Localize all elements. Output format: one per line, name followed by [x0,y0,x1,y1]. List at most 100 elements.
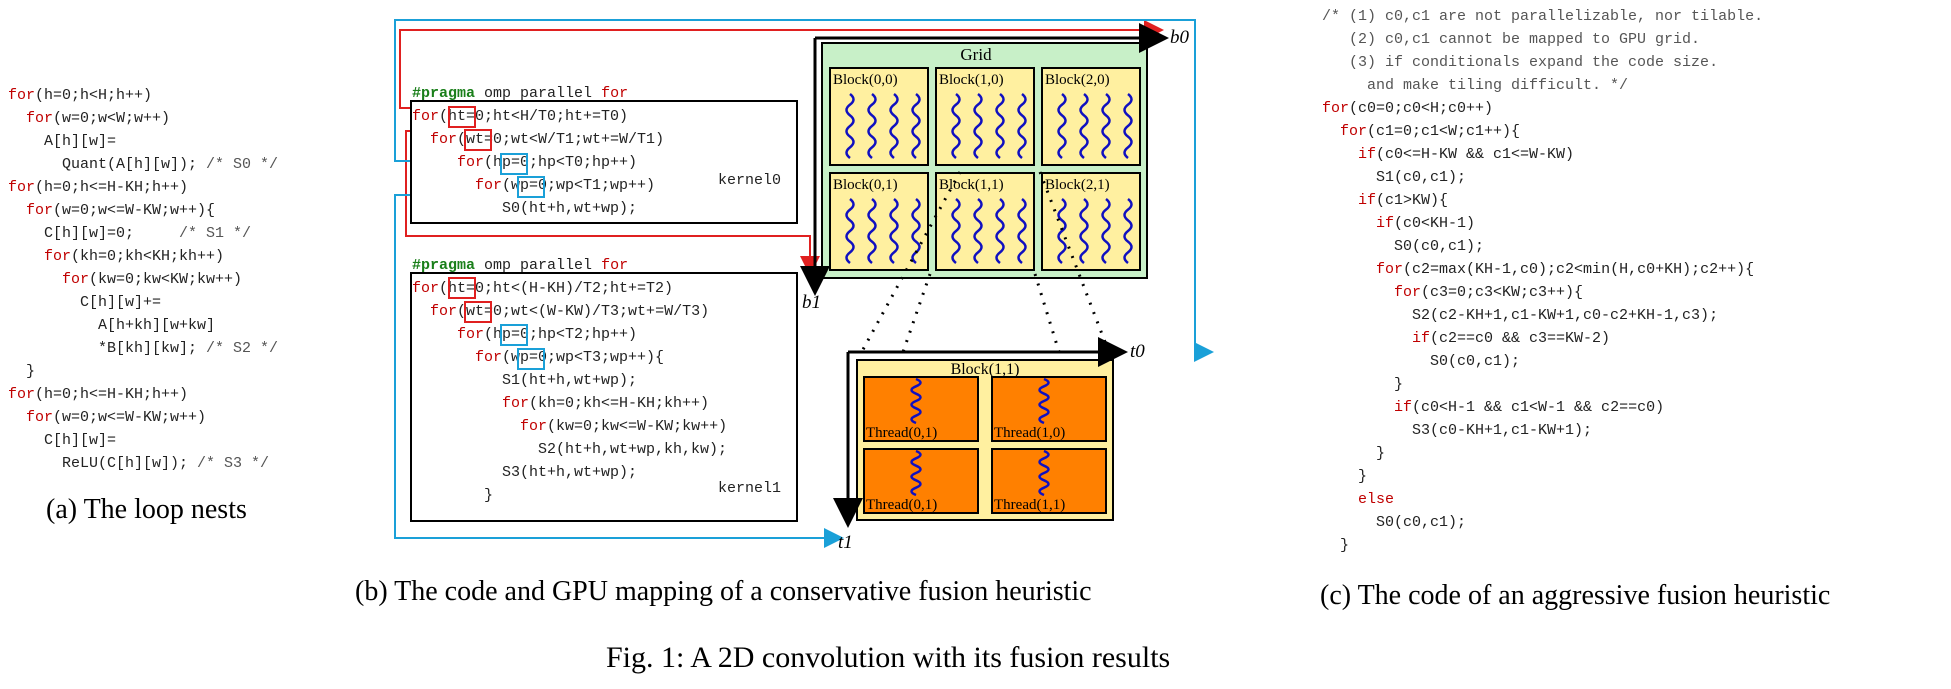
code-line: /* (1) c0,c1 are not parallelizable, nor… [1322,8,1764,25]
code-line: *B[kh][kw]; /* S2 */ [8,340,279,357]
thread-wave-icon [910,377,922,425]
thread-wave-icon [867,93,877,159]
thread-wave-icon [995,198,1005,264]
thread-wave-icon [1079,198,1089,264]
grid-block [829,172,929,271]
thread-wave-icon [1038,377,1050,425]
code-line: S0(c0,c1); [1322,353,1521,370]
thread-wave-icon [1079,93,1089,159]
ht-to-b0-connector [399,20,1164,109]
thread-cell [863,448,979,514]
thread-wave-icon [911,93,921,159]
thread-wave-icon [867,198,877,264]
thread-wave-icon [995,93,1005,159]
code-line: for(wp=0;wp<T3;wp++){ [475,349,665,366]
thread-wave-icon [889,93,899,159]
code-line: A[h][w]= [8,133,117,150]
hp-highlight-k0 [500,153,528,175]
code-line: for(c0=0;c0<H;c0++) [1322,100,1494,117]
code-line: (3) if conditionals expand the code size… [1322,54,1719,71]
thread-cell [991,376,1107,442]
grid-block-label: Block(2,1) [1045,177,1110,193]
b1-label: b1 [802,292,821,313]
code-line: for(w=0;w<W;w++) [26,110,171,127]
thread-wave-icon [1017,93,1027,159]
caption-b: (b) The code and GPU mapping of a conser… [355,576,1092,607]
thread-cell [863,376,979,442]
code-line: for(c3=0;c3<KW;c3++){ [1394,284,1584,301]
code-line: for(h=0;h<=H-KH;h++) [8,386,189,403]
code-line: for(ht=0;ht<(H-KH)/T2;ht+=T2) [412,280,674,297]
code-line: S0(c0,c1); [1322,238,1485,255]
grid-block-label: Block(0,1) [833,177,898,193]
code-line: S1(ht+h,wt+wp); [412,372,638,389]
code-line: C[h][w]+= [8,294,162,311]
code-line: else [1358,491,1395,508]
code-line: } [1322,537,1350,554]
code-line: for(h=0;h<H;h++) [8,87,153,104]
thread-wave-icon [1057,93,1067,159]
code-line: for(kh=0;kh<=H-KH;kh++) [502,395,710,412]
code-line: for(h=0;h<=H-KH;h++) [8,179,189,196]
code-line: for(kw=0;kw<=W-KW;kw++) [520,418,728,435]
kernel1-box [410,272,798,522]
thread-wave-icon [889,198,899,264]
code-line: for(ht=0;ht<H/T0;ht+=T0) [412,108,629,125]
code-line: if(c2==c0 && c3==KW-2) [1412,330,1611,347]
thread-wave-icon [1101,198,1111,264]
t1-label: t1 [838,532,853,553]
kernel1-label: kernel1 [718,480,782,497]
code-line: C[h][w]= [8,432,117,449]
kernel0-label: kernel0 [718,172,782,189]
code-line: S2(c2-KH+1,c1-KW+1,c0-c2+KH-1,c3); [1322,307,1719,324]
thread-wave-icon [1038,449,1050,497]
code-line: } [1322,376,1404,393]
grid-block [935,67,1035,166]
thread-wave-icon [951,93,961,159]
ht-highlight-k1 [448,277,476,299]
code-line: and make tiling difficult. */ [1322,77,1629,94]
code-line: if(c0<H-1 && c1<W-1 && c2==c0) [1394,399,1665,416]
code-line: for(hp=0;hp<T2;hp++) [457,326,638,343]
grid-block-label: Block(2,0) [1045,72,1110,88]
thread-wave-icon [973,198,983,264]
code-line: A[h+kh][w+kw] [8,317,216,334]
caption-c: (c) The code of an aggressive fusion heu… [1320,580,1831,611]
thread-label: Thread(0,1) [866,425,937,441]
ht-highlight-k0 [448,106,476,128]
wp-highlight-k1 [517,348,545,370]
thread-label: Thread(1,1) [994,497,1065,513]
code-line: for(wp=0;wp<T1;wp++) [475,177,656,194]
block-detail-title: Block(1,1) [951,361,1020,378]
wt-to-b1-connector [405,130,820,276]
grid-block-label: Block(0,0) [833,72,898,88]
thread-wave-icon [1123,93,1133,159]
thread-label: Thread(0,1) [866,497,937,513]
zoom-lines [858,171,1112,356]
code-line: for(wt=0;wt<W/T1;wt+=W/T1) [430,131,665,148]
code-line: S0(c0,c1); [1322,514,1467,531]
code-line: ReLU(C[h][w]); /* S3 */ [8,455,270,472]
code-line: } [8,363,36,380]
thread-wave-icon [973,93,983,159]
code-line: #pragma omp parallel for [412,85,629,102]
code-line: if(c0<KH-1) [1376,215,1476,232]
figure-caption: Fig. 1: A 2D convolution with its fusion… [606,641,1171,674]
code-line: for(kh=0;kh<KH;kh++) [44,248,225,265]
thread-label: Thread(1,0) [994,425,1065,441]
grid-block [1041,67,1141,166]
code-line: for(wt=0;wt<(W-KW)/T3;wt+=W/T3) [430,303,710,320]
kernel0-code: #pragma omp parallel for for(ht=0;ht<H/T0… [412,82,664,220]
code-line: } [412,487,494,504]
caption-a: (a) The loop nests [46,494,247,525]
code-line: for(kw=0;kw<KW;kw++) [62,271,243,288]
code-line: for(c1=0;c1<W;c1++){ [1340,123,1521,140]
code-line: if(c0<=H-KW && c1<=W-KW) [1358,146,1575,163]
code-line: S3(c0-KH+1,c1-KW+1); [1322,422,1593,439]
grid-title: Grid [960,45,992,64]
thread-wave-icon [1123,198,1133,264]
hp-highlight-k1 [500,324,528,346]
thread-cell [991,448,1107,514]
thread-wave-icon [845,93,855,159]
